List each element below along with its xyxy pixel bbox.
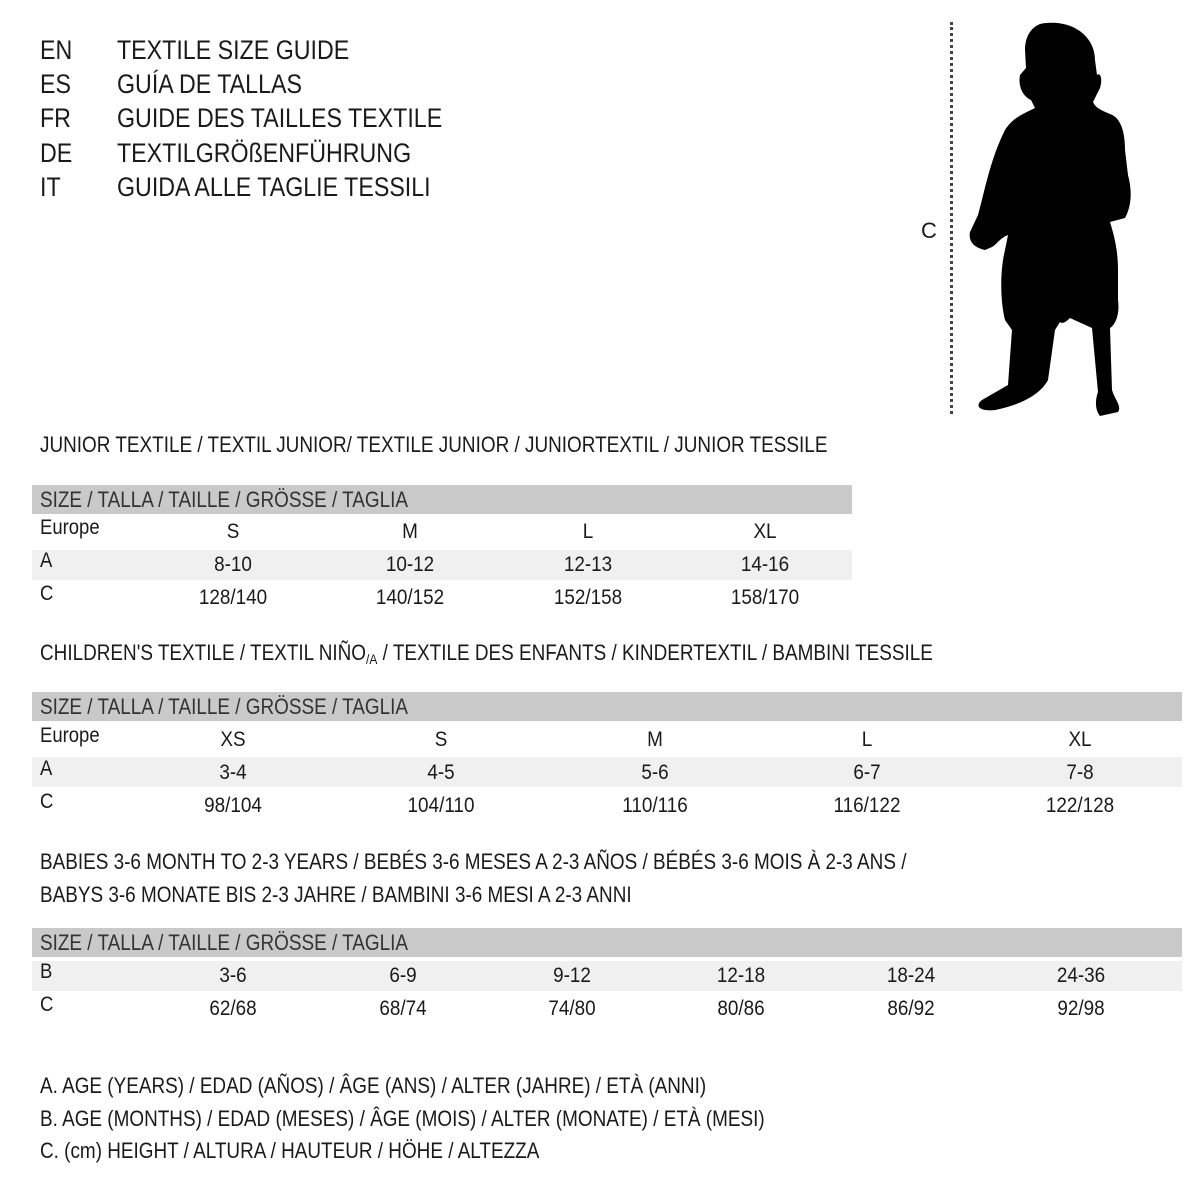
lang-title: TEXTILGRÖßENFÜHRUNG [117, 138, 412, 168]
children-title-text: CHILDREN'S TEXTILE / TEXTIL NIÑO [40, 640, 367, 665]
size-header: SIZE / TALLA / TAILLE / GRÖSSE / TAGLIA [40, 694, 409, 719]
row-label: A [40, 549, 53, 572]
lang-title: TEXTILE SIZE GUIDE [117, 35, 350, 65]
junior-title: JUNIOR TEXTILE / TEXTIL JUNIOR/ TEXTILE … [40, 432, 828, 457]
babies-title-line2: BABYS 3-6 MONATE BIS 2-3 JAHRE / BAMBINI… [40, 882, 632, 907]
babies-title-line1: BABIES 3-6 MONTH TO 2-3 YEARS / BEBÉS 3-… [40, 849, 907, 874]
lang-code: ES [40, 69, 71, 99]
row-label: C [40, 582, 54, 605]
table-cell: 4-5 [427, 761, 455, 784]
legend-b: B. AGE (MONTHS) / EDAD (MESES) / ÂGE (MO… [40, 1106, 765, 1131]
row-label: C [40, 790, 54, 813]
row-label: C [40, 993, 54, 1016]
table-cell: XL [753, 520, 777, 543]
table-cell: 122/128 [1045, 794, 1115, 817]
children-title-sub: /A [366, 651, 378, 667]
table-cell: 3-4 [219, 761, 247, 784]
legend-c: C. (cm) HEIGHT / ALTURA / HAUTEUR / HÖHE… [40, 1138, 540, 1163]
size-header: SIZE / TALLA / TAILLE / GRÖSSE / TAGLIA [40, 930, 409, 955]
table-cell: 68/74 [379, 997, 427, 1020]
table-cell: XL [1068, 728, 1092, 751]
table-cell: XS [220, 728, 246, 751]
row-label: Europe [40, 516, 100, 539]
height-figure: C [900, 10, 1160, 430]
table-cell: 110/116 [622, 794, 688, 817]
legend-a: A. AGE (YEARS) / EDAD (AÑOS) / ÂGE (ANS)… [40, 1073, 707, 1098]
table-cell: S [226, 520, 240, 543]
table-cell: L [582, 520, 594, 543]
table-cell: 104/110 [407, 794, 475, 817]
table-cell: 92/98 [1057, 997, 1105, 1020]
lang-code: EN [40, 35, 73, 65]
table-cell: 152/158 [553, 586, 623, 609]
table-cell: 10-12 [385, 553, 435, 576]
lang-title: GUIDE DES TAILLES TEXTILE [117, 103, 443, 133]
table-cell: L [861, 728, 873, 751]
children-title: CHILDREN'S TEXTILE / TEXTIL NIÑO/A / TEX… [40, 640, 933, 672]
table-cell: 9-12 [553, 964, 591, 987]
table-cell: 128/140 [198, 586, 268, 609]
lang-code: IT [40, 172, 61, 202]
table-cell: 86/92 [887, 997, 935, 1020]
table-cell: M [647, 728, 663, 751]
lang-code: FR [40, 103, 71, 133]
table-cell: 6-7 [853, 761, 881, 784]
table-cell: 62/68 [209, 997, 257, 1020]
table-cell: 6-9 [389, 964, 417, 987]
lang-title: GUÍA DE TALLAS [117, 69, 302, 99]
table-cell: M [402, 520, 418, 543]
height-dotted-line [950, 22, 953, 414]
table-cell: 80/86 [717, 997, 765, 1020]
table-cell: 158/170 [730, 586, 800, 609]
lang-code: DE [40, 138, 73, 168]
table-cell: 140/152 [375, 586, 445, 609]
table-cell: 98/104 [204, 794, 262, 817]
table-cell: 8-10 [214, 553, 252, 576]
child-silhouette-icon [969, 22, 1131, 417]
table-cell: 12-18 [716, 964, 766, 987]
table-cell: 7-8 [1066, 761, 1094, 784]
size-header: SIZE / TALLA / TAILLE / GRÖSSE / TAGLIA [40, 487, 409, 512]
table-cell: 3-6 [219, 964, 247, 987]
row-label: B [40, 960, 53, 983]
table-cell: 14-16 [740, 553, 790, 576]
row-label: Europe [40, 724, 100, 747]
table-cell: 18-24 [886, 964, 936, 987]
table-cell: 74/80 [548, 997, 596, 1020]
lang-title: GUIDA ALLE TAGLIE TESSILI [117, 172, 431, 202]
table-cell: S [434, 728, 448, 751]
table-cell: 116/122 [833, 794, 901, 817]
row-label: A [40, 757, 53, 780]
table-cell: 12-13 [563, 553, 613, 576]
height-label: C [921, 218, 937, 243]
table-cell: 24-36 [1056, 964, 1106, 987]
children-title-text-2: / TEXTILE DES ENFANTS / KINDERTEXTIL / B… [377, 640, 933, 665]
table-cell: 5-6 [641, 761, 669, 784]
